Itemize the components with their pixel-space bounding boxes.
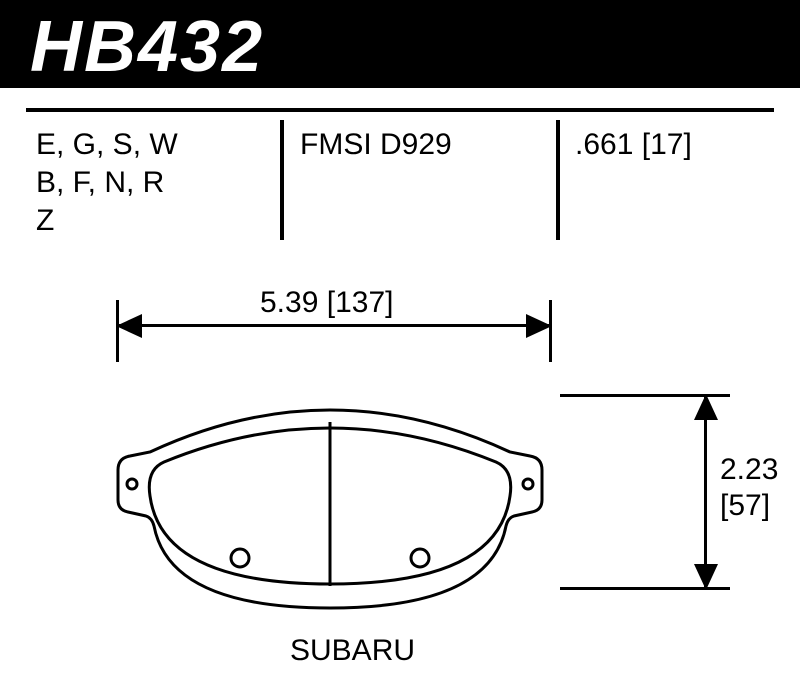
width-dimension-line <box>116 324 552 327</box>
brake-pad-drawing <box>70 380 600 610</box>
height-dimension-label: 2.23 [57] <box>720 452 778 524</box>
compound-codes: E, G, S, W B, F, N, R Z <box>36 126 236 240</box>
arrow-down-icon <box>694 564 718 590</box>
thickness-mm: [17] <box>642 128 692 161</box>
codes-line1: E, G, S, W <box>36 126 236 164</box>
separator-1 <box>280 120 284 240</box>
vehicle-brand: SUBARU <box>290 634 415 668</box>
height-dimension-line <box>704 394 707 590</box>
arrow-up-icon <box>694 394 718 420</box>
fmsi-code: FMSI D929 <box>300 126 452 164</box>
arrow-left-icon <box>116 314 142 338</box>
width-in: 5.39 <box>260 286 318 319</box>
width-extension-right <box>549 300 552 362</box>
codes-line3: Z <box>36 202 236 240</box>
rule-top <box>26 108 774 112</box>
thickness: .661 [17] <box>575 126 692 164</box>
separator-2 <box>556 120 560 240</box>
thickness-in: .661 <box>575 128 633 161</box>
page: HB432 E, G, S, W B, F, N, R Z FMSI D929 … <box>0 0 800 691</box>
width-extension-left <box>116 300 119 362</box>
codes-line2: B, F, N, R <box>36 164 236 202</box>
height-in: 2.23 <box>720 452 778 488</box>
header-bar: HB432 <box>0 0 800 88</box>
width-dimension-label: 5.39 [137] <box>260 286 393 320</box>
part-number: HB432 <box>30 6 264 88</box>
height-mm: [57] <box>720 488 778 524</box>
width-mm: [137] <box>327 286 394 319</box>
